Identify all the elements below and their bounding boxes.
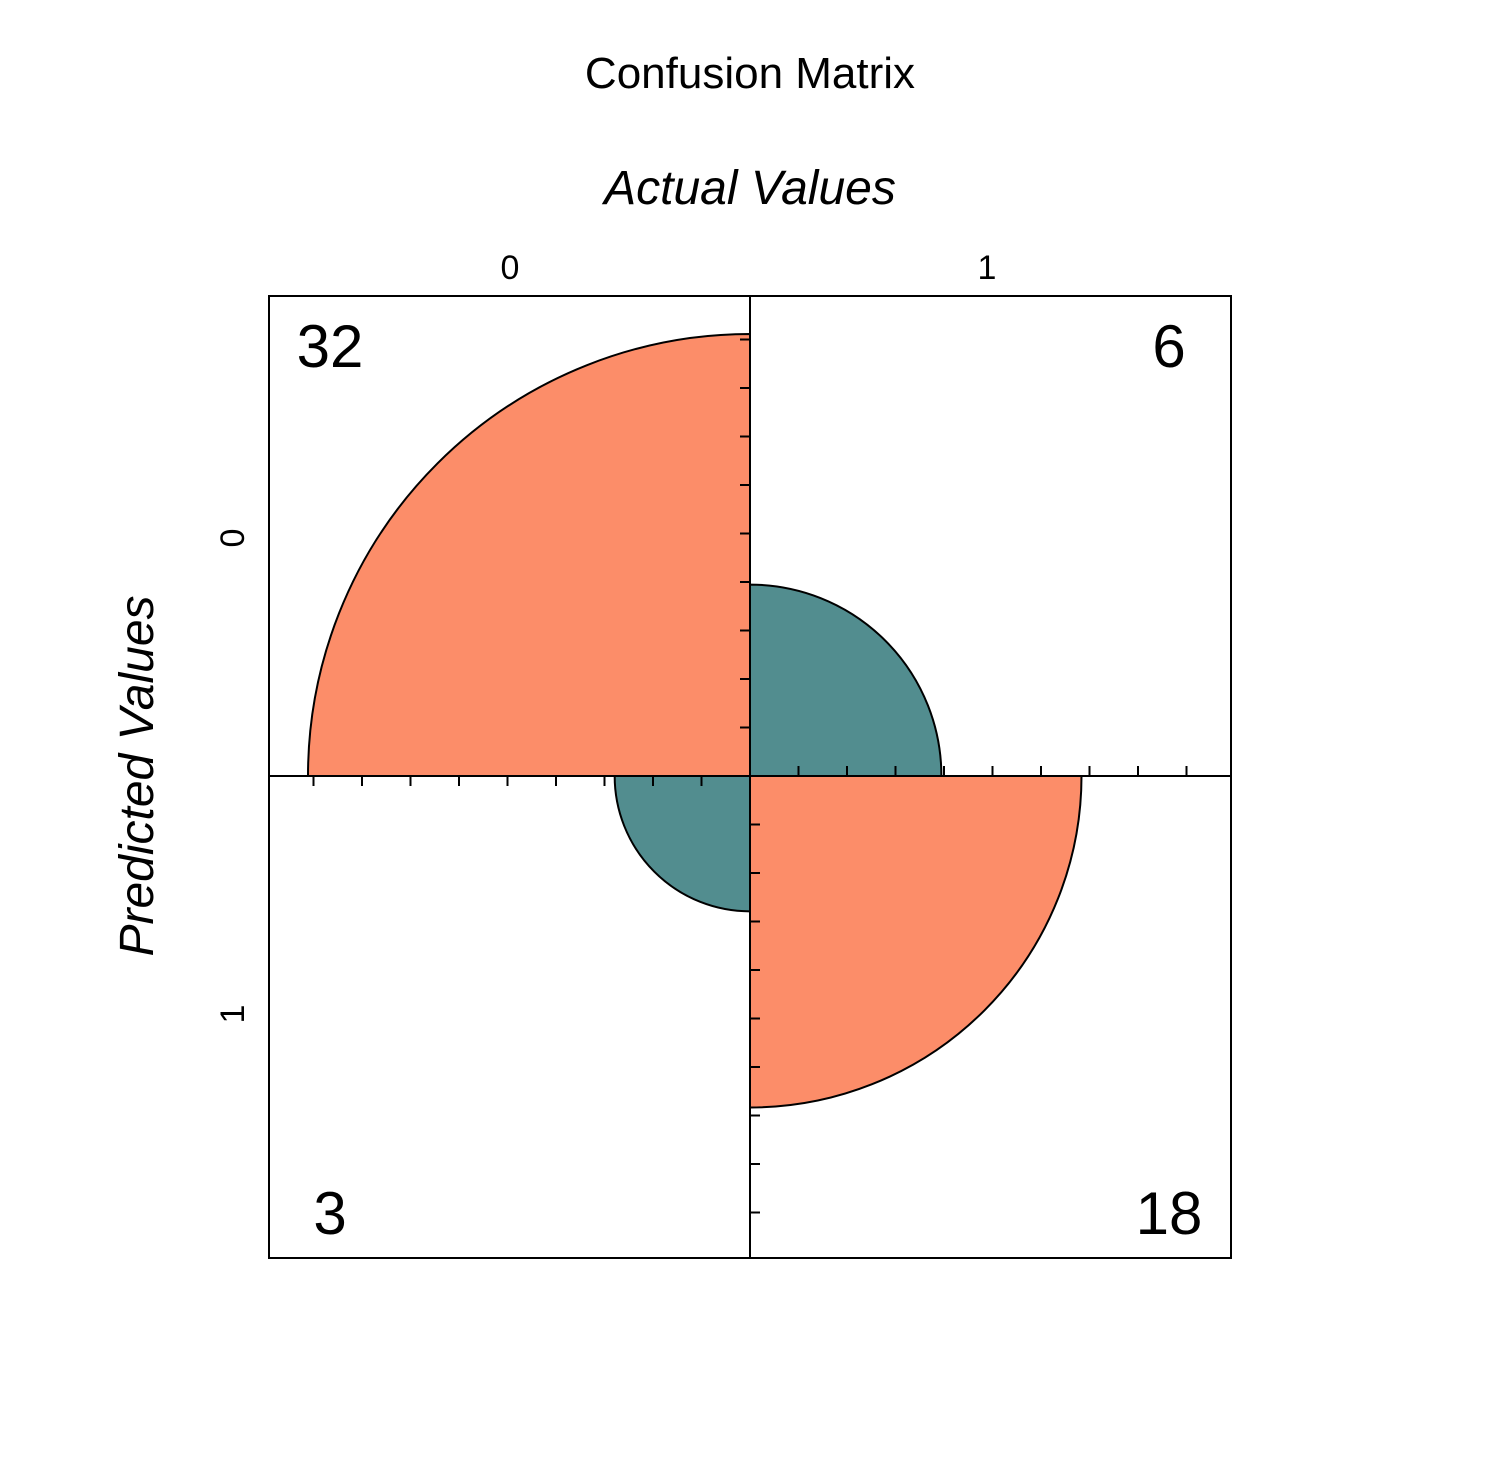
quadrant-bottom-left: [613, 775, 751, 913]
tick-layer: [312, 338, 1188, 1214]
column-label-1: 1: [978, 249, 997, 287]
quadrant-top-right: [749, 583, 943, 777]
count-top-left: 32: [297, 313, 364, 380]
quadrant-bottom-right: [749, 775, 1083, 1109]
row-label-1: 1: [214, 1005, 252, 1024]
count-bottom-right: 18: [1136, 1180, 1203, 1247]
count-bottom-left: 3: [313, 1180, 346, 1247]
chart-title: Confusion Matrix: [585, 49, 915, 98]
x-axis-label: Actual Values: [601, 162, 896, 215]
y-axis-label: Predicted Values: [111, 595, 164, 956]
quadrant-layer: [306, 332, 1083, 1109]
row-label-0: 0: [214, 529, 252, 548]
column-label-0: 0: [501, 249, 520, 287]
quadrant-top-left: [306, 332, 751, 777]
count-top-right: 6: [1152, 313, 1185, 380]
